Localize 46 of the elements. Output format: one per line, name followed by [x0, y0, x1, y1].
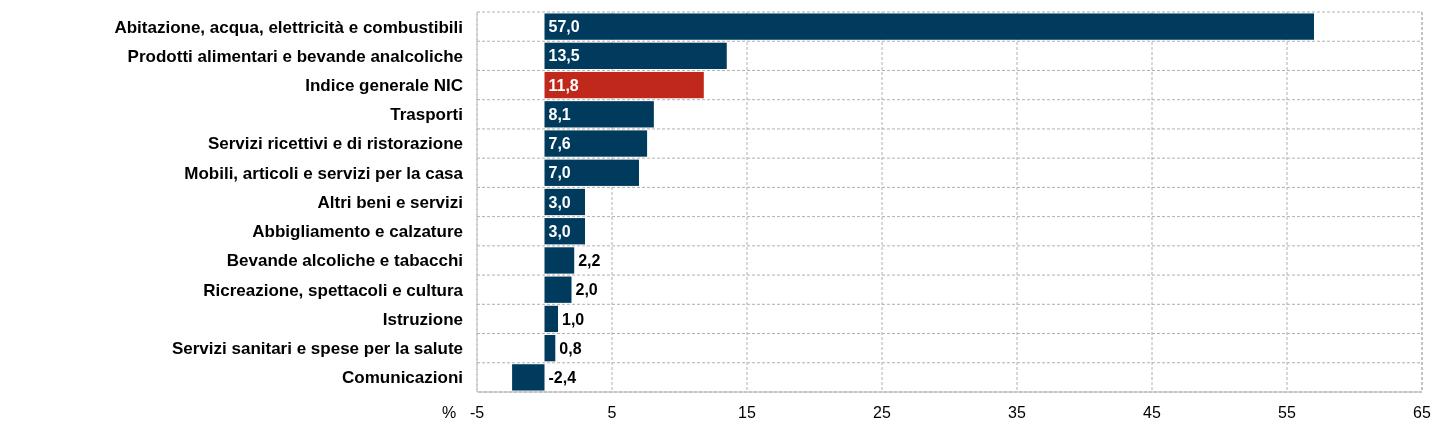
- data-label: 3,0: [548, 222, 571, 240]
- data-label: 11,8: [548, 76, 579, 94]
- data-label: 57,0: [548, 18, 580, 36]
- data-label: 1,0: [562, 310, 585, 328]
- bar: [512, 364, 545, 391]
- x-axis-title: %: [441, 404, 457, 421]
- y-tick-label: Istruzione: [382, 309, 463, 329]
- data-label: 2,2: [578, 252, 601, 270]
- bar: [544, 276, 572, 303]
- data-label: 2,0: [575, 281, 598, 299]
- bar: [544, 305, 558, 333]
- x-tick-label: 25: [873, 404, 891, 421]
- y-tick-label: Bevande alcoliche e tabacchi: [226, 251, 463, 271]
- y-tick-label: Altri beni e servizi: [317, 192, 463, 212]
- bar: [544, 101, 654, 128]
- x-tick-label: 55: [1278, 404, 1296, 421]
- bar: [544, 335, 556, 362]
- data-label: 3,0: [548, 193, 571, 211]
- data-label: 7,0: [548, 164, 571, 182]
- x-tick-label: 5: [607, 404, 617, 421]
- y-tick-label: Comunicazioni: [342, 368, 463, 388]
- y-tick-label: Abitazione, acqua, elettricità e combustibili: [114, 17, 463, 37]
- x-tick-label: 15: [738, 404, 756, 421]
- y-tick-label: Servizi sanitari e spese per la salute: [171, 339, 463, 359]
- data-label: 7,6: [548, 135, 571, 153]
- y-tick-label: Servizi ricettivi e di ristorazione: [207, 134, 463, 154]
- x-tick-label: 35: [1008, 404, 1026, 421]
- bar: [544, 71, 704, 99]
- data-label: 0,8: [559, 339, 582, 357]
- bar: [544, 130, 648, 157]
- data-label: 13,5: [548, 47, 580, 65]
- x-tick-label: -5: [469, 404, 485, 421]
- y-tick-label: Trasporti: [390, 105, 463, 125]
- y-tick-label: Prodotti alimentari e bevande analcoliche: [127, 46, 463, 66]
- x-tick-label: 45: [1143, 404, 1161, 421]
- x-tick-label: 65: [1413, 404, 1431, 421]
- bar: [544, 247, 575, 274]
- y-tick-label: Mobili, articoli e servizi per la casa: [184, 163, 464, 183]
- bar: [544, 159, 639, 186]
- data-label: 8,1: [548, 105, 571, 123]
- y-tick-label: Ricreazione, spettacoli e cultura: [203, 280, 464, 300]
- data-label: -2,4: [548, 368, 577, 386]
- bar: [544, 13, 1314, 40]
- y-tick-label: Indice generale NIC: [305, 76, 463, 96]
- y-tick-label: Abbigliamento e calzature: [252, 222, 463, 242]
- bar: [544, 42, 727, 69]
